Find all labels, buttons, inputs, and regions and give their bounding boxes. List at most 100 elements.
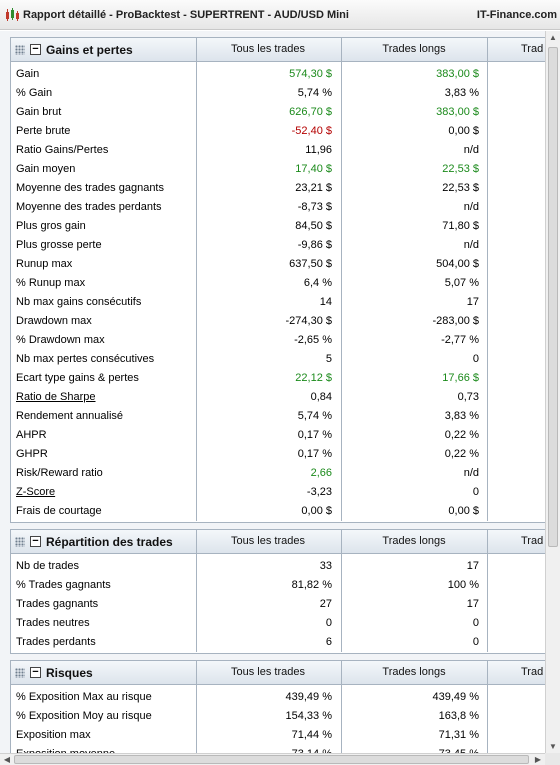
value-all-trades: -3,23 [306,486,332,498]
column-header[interactable]: Trades longs [382,43,446,55]
value-long-trades: 0,22 % [444,429,479,441]
value-long-trades: 504,00 $ [436,258,479,270]
scroll-up-arrow-icon[interactable]: ▲ [549,33,557,42]
table-row: GHPR 0,17 % 0,22 % [11,445,545,464]
value-long-trades: 17,66 $ [442,372,479,384]
column-separator [196,554,197,652]
vertical-scrollbar[interactable]: ▲ ▼ [545,31,560,753]
value-all-trades: 6,4 % [303,277,332,289]
vertical-scroll-thumb[interactable] [548,47,558,547]
column-separator [341,554,342,652]
value-long-trades: 0 [472,353,479,365]
horizontal-scroll-thumb[interactable] [14,755,529,764]
value-long-trades: 22,53 $ [442,163,479,175]
value-long-trades: 71,80 $ [442,220,479,232]
column-header[interactable]: Trades longs [382,666,446,678]
column-header[interactable]: Trad [521,43,544,55]
value-long-trades: 0,73 [457,391,479,403]
collapse-minus-icon[interactable]: − [30,667,41,678]
table-row: % Drawdown max -2,65 % -2,77 % [11,331,545,350]
report-viewport[interactable]: − Gains et pertes Tous les trades Trades lo… [0,31,545,753]
scroll-right-arrow-icon[interactable]: ▶ [534,755,542,764]
value-all-trades: 0,00 $ [301,505,332,517]
table-row: Nb max gains consécutifs 14 17 [11,293,545,312]
metric-label: Gain [16,68,40,80]
metric-label[interactable]: Z-Score [16,486,56,498]
horizontal-scrollbar[interactable]: ◀ ▶ [0,753,545,765]
metric-label: % Gain [16,87,53,99]
value-long-trades: n/d [463,467,479,479]
value-long-trades: 0 [472,617,479,629]
table-row: AHPR 0,17 % 0,22 % [11,426,545,445]
value-all-trades: 6 [325,636,332,648]
table-row: Trades neutres 0 0 [11,614,545,633]
section-title: Gains et pertes [46,43,133,57]
metric-label: Gain moyen [16,163,76,175]
scrollbar-corner [545,753,560,765]
value-long-trades: n/d [463,144,479,156]
metric-label: % Exposition Max au risque [16,691,152,703]
value-all-trades: 33 [319,560,332,572]
metric-label: Moyenne des trades gagnants [16,182,164,194]
value-long-trades: 439,49 % [432,691,479,703]
table-row: Ratio Gains/Pertes 11,96 n/d [11,141,545,160]
table-row: Rendement annualisé 5,74 % 3,83 % [11,407,545,426]
section-risques: − Risques Tous les trades Trades longs Trad%… [10,660,545,753]
value-all-trades: 17,40 $ [295,163,332,175]
value-all-trades: -274,30 $ [285,315,332,327]
metric-label: AHPR [16,429,47,441]
table-row: Z-Score -3,23 0 [11,483,545,502]
table-row: Plus gros gain 84,50 $ 71,80 $ [11,217,545,236]
value-long-trades: 100 % [447,579,479,591]
window-title: Rapport détaillé - ProBacktest - SUPERTR… [23,9,349,21]
metric-label: Ratio Gains/Pertes [16,144,109,156]
column-separator [196,62,197,521]
metric-label: % Trades gagnants [16,579,111,591]
collapse-minus-icon[interactable]: − [30,44,41,55]
table-row: Nb max pertes consécutives 5 0 [11,350,545,369]
metric-label[interactable]: Ratio de Sharpe [16,391,96,403]
value-long-trades: 17 [466,560,479,572]
column-separator [196,685,197,753]
metric-label: Nb de trades [16,560,79,572]
scroll-down-arrow-icon[interactable]: ▼ [549,742,557,751]
value-long-trades: 383,00 $ [436,68,479,80]
value-all-trades: 5 [325,353,332,365]
drag-grip-icon[interactable] [15,45,25,55]
table-row: Risk/Reward ratio 2,66 n/d [11,464,545,483]
value-long-trades: 5,07 % [444,277,479,289]
value-all-trades: 154,33 % [285,710,332,722]
column-header[interactable]: Trad [521,666,544,678]
column-header[interactable]: Trad [521,535,544,547]
collapse-minus-icon[interactable]: − [30,536,41,547]
column-header[interactable]: Tous les trades [231,666,305,678]
value-all-trades: 0,17 % [297,429,332,441]
table-row: Exposition max 71,44 % 71,31 % [11,726,545,745]
table-row: % Gain 5,74 % 3,83 % [11,84,545,103]
value-long-trades: n/d [463,239,479,251]
value-long-trades: 0 [472,486,479,498]
value-all-trades: 27 [319,598,332,610]
title-bar: Rapport détaillé - ProBacktest - SUPERTR… [0,0,560,30]
metric-label: Trades neutres [16,617,90,629]
value-long-trades: 71,31 % [438,729,479,741]
column-header[interactable]: Tous les trades [231,43,305,55]
value-all-trades: -2,65 % [294,334,332,346]
metric-label: GHPR [16,448,48,460]
table-row: Drawdown max -274,30 $ -283,00 $ [11,312,545,331]
column-separator [487,530,488,553]
metric-label: Runup max [16,258,73,270]
value-long-trades: 22,53 $ [442,182,479,194]
column-separator [196,38,197,61]
table-row: Moyenne des trades gagnants 23,21 $ 22,53 … [11,179,545,198]
column-header[interactable]: Trades longs [382,535,446,547]
metric-label: Gain brut [16,106,62,118]
table-row: Gain brut 626,70 $ 383,00 $ [11,103,545,122]
drag-grip-icon[interactable] [15,537,25,547]
value-all-trades: 574,30 $ [289,68,332,80]
value-long-trades: 0,22 % [444,448,479,460]
column-header[interactable]: Tous les trades [231,535,305,547]
value-long-trades: 0,00 $ [448,125,479,137]
drag-grip-icon[interactable] [15,668,25,678]
scroll-left-arrow-icon[interactable]: ◀ [3,755,11,764]
